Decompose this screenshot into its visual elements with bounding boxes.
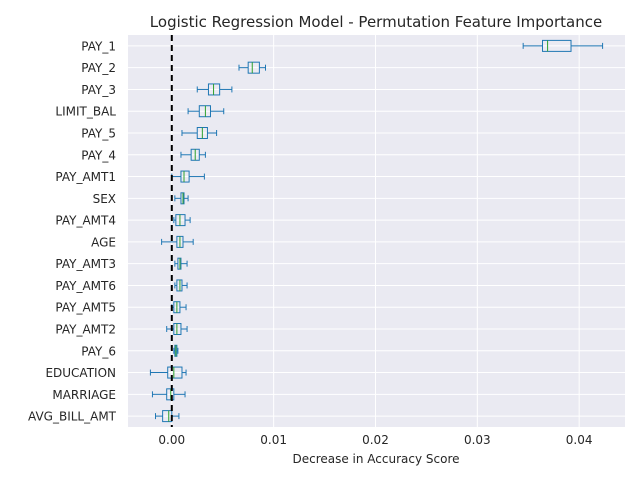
y-tick-label: PAY_4 xyxy=(81,148,116,162)
y-tick-label: PAY_AMT2 xyxy=(55,323,116,337)
x-tick-label: 0.00 xyxy=(158,433,185,447)
box-limit-bal xyxy=(187,105,225,118)
x-tick-label: 0.02 xyxy=(362,433,389,447)
y-tick-label: EDUCATION xyxy=(45,366,116,380)
iqr-box xyxy=(180,192,185,205)
y-tick-label: PAY_2 xyxy=(81,61,116,75)
y-tick-label: AGE xyxy=(91,235,116,249)
y-tick-label: PAY_3 xyxy=(81,83,116,97)
box-pay-6 xyxy=(173,344,179,357)
box-pay-1 xyxy=(522,39,604,52)
x-tick-labels: 0.00 0.01 0.02 0.03 0.04 xyxy=(158,433,592,447)
iqr-box xyxy=(173,323,182,335)
box-avg-bill-amt xyxy=(154,410,180,423)
y-tick-label: LIMIT_BAL xyxy=(55,105,116,119)
iqr-box xyxy=(167,366,183,379)
box-pay-amt6 xyxy=(174,279,188,292)
y-tick-label: PAY_6 xyxy=(81,344,116,358)
box-sex xyxy=(174,192,189,205)
box-pay-amt1 xyxy=(171,170,205,183)
y-tick-label: PAY_AMT4 xyxy=(55,214,116,228)
box-age xyxy=(161,235,194,248)
box-pay-amt4 xyxy=(173,214,191,227)
iqr-box xyxy=(176,279,183,292)
iqr-box xyxy=(166,388,175,401)
y-tick-label: PAY_5 xyxy=(81,127,116,141)
box-pay-4 xyxy=(180,148,206,161)
iqr-box xyxy=(175,214,186,227)
box-pay-amt2 xyxy=(166,323,188,335)
y-tick-label: PAY_1 xyxy=(81,39,116,53)
box-education xyxy=(149,366,187,379)
box-pay-2 xyxy=(238,61,266,74)
x-tick-label: 0.03 xyxy=(464,433,491,447)
y-tick-label: MARRIAGE xyxy=(52,388,116,402)
iqr-box xyxy=(207,83,221,96)
iqr-box xyxy=(198,105,211,118)
iqr-box xyxy=(247,61,260,74)
y-tick-label: AVG_BILL_AMT xyxy=(28,410,117,424)
y-tick-label: PAY_AMT5 xyxy=(55,301,116,315)
chart-title: Logistic Regression Model - Permutation … xyxy=(150,13,602,31)
y-tick-label: PAY_AMT1 xyxy=(55,170,116,184)
box-pay-amt3 xyxy=(174,257,188,270)
iqr-box xyxy=(177,257,182,270)
iqr-box xyxy=(542,39,572,52)
x-tick-label: 0.04 xyxy=(566,433,593,447)
x-axis-label: Decrease in Accuracy Score xyxy=(292,452,459,466)
box-pay-3 xyxy=(196,83,233,96)
y-tick-labels: PAY_1 PAY_2 PAY_3 LIMIT_BAL PAY_5 PAY_4 PAY_AM… xyxy=(28,39,117,423)
plot-area xyxy=(128,35,625,427)
boxplot-series xyxy=(149,39,604,423)
box-marriage xyxy=(151,388,186,401)
iqr-box xyxy=(180,170,190,183)
y-tick-label: PAY_AMT3 xyxy=(55,257,116,271)
box-pay-5 xyxy=(181,127,218,139)
y-tick-label: SEX xyxy=(93,192,116,206)
y-tick-label: PAY_AMT6 xyxy=(55,279,116,293)
x-tick-label: 0.01 xyxy=(260,433,287,447)
